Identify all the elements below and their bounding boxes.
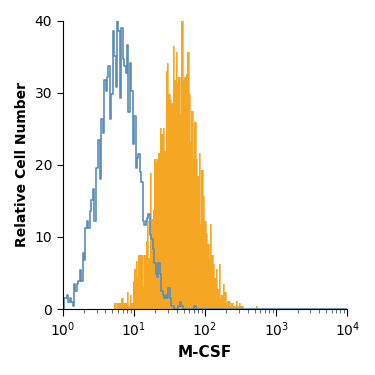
X-axis label: M-CSF: M-CSF — [178, 345, 232, 360]
Y-axis label: Relative Cell Number: Relative Cell Number — [15, 82, 29, 247]
